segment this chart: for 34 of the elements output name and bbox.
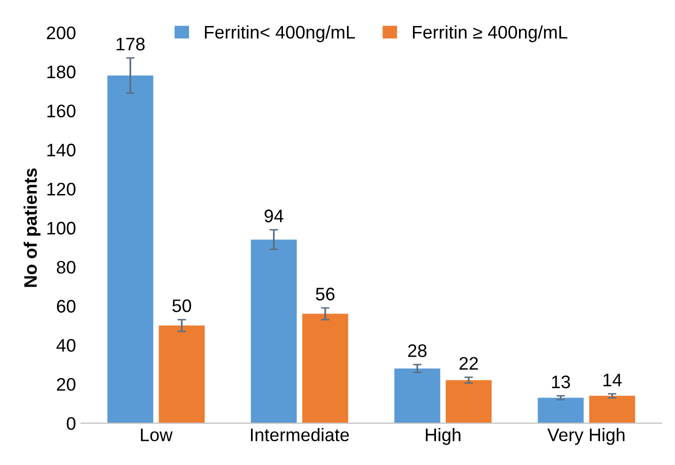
y-tick-label: 60 (56, 300, 76, 313)
data-label: 28 (408, 344, 427, 358)
bar (302, 314, 348, 424)
x-tick-label: Intermediate (251, 428, 349, 442)
y-tick-label: 80 (56, 260, 76, 274)
bar (538, 398, 584, 424)
data-label: 56 (316, 288, 334, 300)
y-tick-label: 140 (47, 144, 76, 156)
x-tick-label: High (426, 428, 460, 445)
y-tick-label: 20 (56, 378, 76, 391)
y-tick-label: 0 (66, 417, 76, 430)
y-tick-label: 180 (47, 66, 76, 78)
bar (158, 326, 205, 424)
legend-label: Ferritin< 400ng/mL (204, 25, 355, 42)
legend-label: Ferritin ≥ 400ng/mL (412, 25, 568, 42)
data-label: 94 (264, 210, 284, 222)
bar (250, 240, 297, 424)
bar (394, 368, 440, 424)
y-tick-label: 100 (47, 222, 76, 235)
bar (589, 396, 636, 424)
x-tick-label: Very High (547, 428, 624, 445)
data-label: 50 (172, 299, 192, 312)
data-label: 13 (552, 376, 570, 388)
bar (107, 76, 154, 424)
y-tick-label: 200 (46, 26, 76, 40)
y-tick-label: 160 (47, 104, 76, 118)
data-label: 22 (460, 356, 478, 370)
y-axis-title: No of patients (24, 168, 40, 287)
data-label: 178 (116, 38, 145, 50)
data-label: 14 (603, 374, 622, 386)
y-tick-label: 40 (56, 338, 76, 352)
y-tick-label: 120 (47, 182, 76, 196)
bar (446, 380, 492, 424)
x-tick-label: Low (140, 428, 173, 442)
